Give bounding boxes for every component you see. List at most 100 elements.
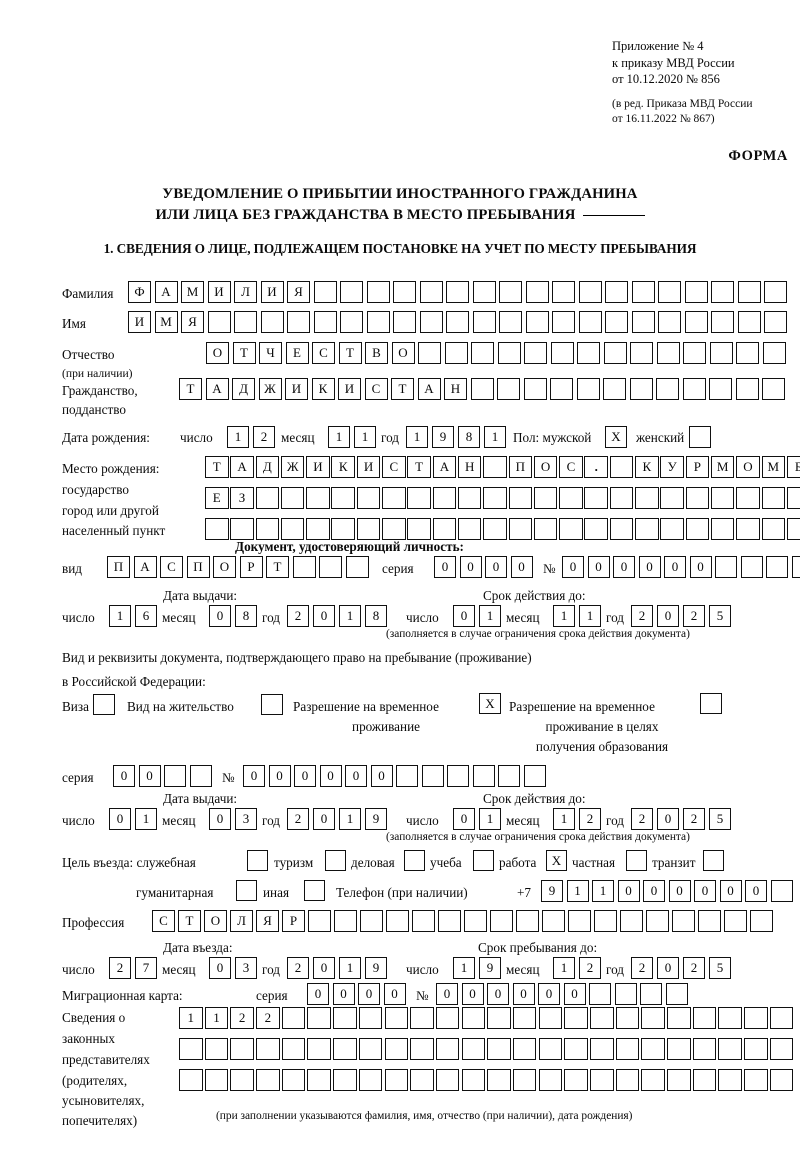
char-cell[interactable] (590, 1038, 614, 1060)
char-cell[interactable]: 3 (235, 808, 257, 830)
char-cell[interactable]: 8 (458, 426, 480, 448)
char-cell[interactable]: 0 (113, 765, 135, 787)
char-cell[interactable]: 0 (587, 556, 610, 578)
purpose-tourism-checkbox[interactable] (325, 850, 346, 871)
char-cell[interactable] (179, 1038, 203, 1060)
birth-place-row-3-boxes[interactable] (205, 518, 800, 540)
char-cell[interactable]: 0 (313, 605, 335, 627)
char-cell[interactable]: К (331, 456, 355, 478)
char-cell[interactable] (658, 281, 681, 303)
char-cell[interactable] (682, 378, 706, 400)
char-cell[interactable]: 0 (453, 808, 475, 830)
char-cell[interactable] (393, 281, 416, 303)
char-cell[interactable] (641, 1007, 665, 1029)
char-cell[interactable] (483, 456, 507, 478)
char-cell[interactable] (660, 487, 684, 509)
residence-permit-checkbox[interactable] (261, 694, 283, 715)
char-cell[interactable] (615, 1007, 640, 1029)
char-cell[interactable] (512, 1038, 537, 1060)
char-cell[interactable]: Е (205, 487, 229, 509)
char-cell[interactable]: С (312, 342, 335, 364)
char-cell[interactable] (641, 1069, 665, 1091)
char-cell[interactable]: 0 (643, 880, 665, 902)
char-cell[interactable]: Л (230, 910, 253, 932)
char-cell[interactable]: 0 (209, 808, 231, 830)
char-cell[interactable]: Т (232, 342, 256, 364)
char-cell[interactable] (552, 281, 575, 303)
char-cell[interactable] (603, 342, 627, 364)
char-cell[interactable] (189, 765, 212, 787)
char-cell[interactable] (255, 487, 280, 509)
char-cell[interactable] (356, 487, 381, 509)
char-cell[interactable]: Н (457, 456, 482, 478)
char-cell[interactable] (559, 487, 583, 509)
char-cell[interactable] (384, 1038, 408, 1060)
char-cell[interactable]: К (635, 456, 659, 478)
char-cell[interactable]: 0 (664, 556, 686, 578)
purpose-official-checkbox[interactable] (247, 850, 268, 871)
char-cell[interactable]: 0 (313, 808, 335, 830)
char-cell[interactable] (646, 910, 669, 932)
char-cell[interactable]: 9 (541, 880, 563, 902)
char-cell[interactable]: 2 (683, 808, 705, 830)
char-cell[interactable] (564, 1038, 588, 1060)
char-cell[interactable] (709, 342, 733, 364)
char-cell[interactable]: А (154, 281, 178, 303)
visa-checkbox[interactable] (93, 694, 115, 715)
char-cell[interactable] (550, 378, 573, 400)
char-cell[interactable] (703, 850, 724, 871)
char-cell[interactable]: 0 (657, 808, 679, 830)
char-cell[interactable] (590, 1069, 614, 1091)
char-cell[interactable] (667, 1038, 691, 1060)
char-cell[interactable] (512, 1069, 537, 1091)
purpose-transit-checkbox[interactable] (703, 850, 724, 871)
char-cell[interactable] (542, 910, 565, 932)
char-cell[interactable]: 0 (209, 605, 231, 627)
char-cell[interactable] (626, 850, 647, 871)
char-cell[interactable] (568, 910, 591, 932)
char-cell[interactable]: О (736, 456, 760, 478)
char-cell[interactable] (234, 311, 257, 333)
char-cell[interactable] (692, 1007, 717, 1029)
char-cell[interactable] (770, 880, 793, 902)
char-cell[interactable]: 0 (461, 983, 484, 1005)
char-cell[interactable]: 9 (432, 426, 454, 448)
char-cell[interactable]: А (133, 556, 157, 578)
char-cell[interactable]: 5 (709, 605, 731, 627)
char-cell[interactable]: 0 (668, 880, 691, 902)
char-cell[interactable]: 0 (370, 765, 393, 787)
temp-residence-checkbox[interactable]: X (479, 693, 501, 714)
char-cell[interactable]: О (206, 342, 229, 364)
char-cell[interactable] (404, 850, 425, 871)
char-cell[interactable]: X (479, 693, 501, 714)
char-cell[interactable] (631, 281, 655, 303)
char-cell[interactable]: Б (786, 456, 800, 478)
char-cell[interactable]: X (546, 850, 567, 871)
char-cell[interactable] (281, 1038, 306, 1060)
purpose-work-checkbox[interactable]: X (546, 850, 567, 871)
char-cell[interactable] (683, 342, 706, 364)
char-cell[interactable] (524, 342, 547, 364)
char-cell[interactable] (230, 1038, 254, 1060)
char-cell[interactable]: Л (234, 281, 257, 303)
char-cell[interactable] (710, 487, 735, 509)
char-cell[interactable] (247, 850, 268, 871)
char-cell[interactable] (280, 518, 305, 540)
char-cell[interactable]: 9 (365, 957, 387, 979)
sex-female-checkbox[interactable] (689, 426, 711, 448)
char-cell[interactable] (393, 311, 416, 333)
char-cell[interactable]: 0 (383, 983, 406, 1005)
char-cell[interactable]: У (660, 456, 684, 478)
char-cell[interactable] (508, 487, 533, 509)
char-cell[interactable]: 0 (694, 880, 716, 902)
char-cell[interactable] (737, 281, 761, 303)
char-cell[interactable] (711, 311, 734, 333)
